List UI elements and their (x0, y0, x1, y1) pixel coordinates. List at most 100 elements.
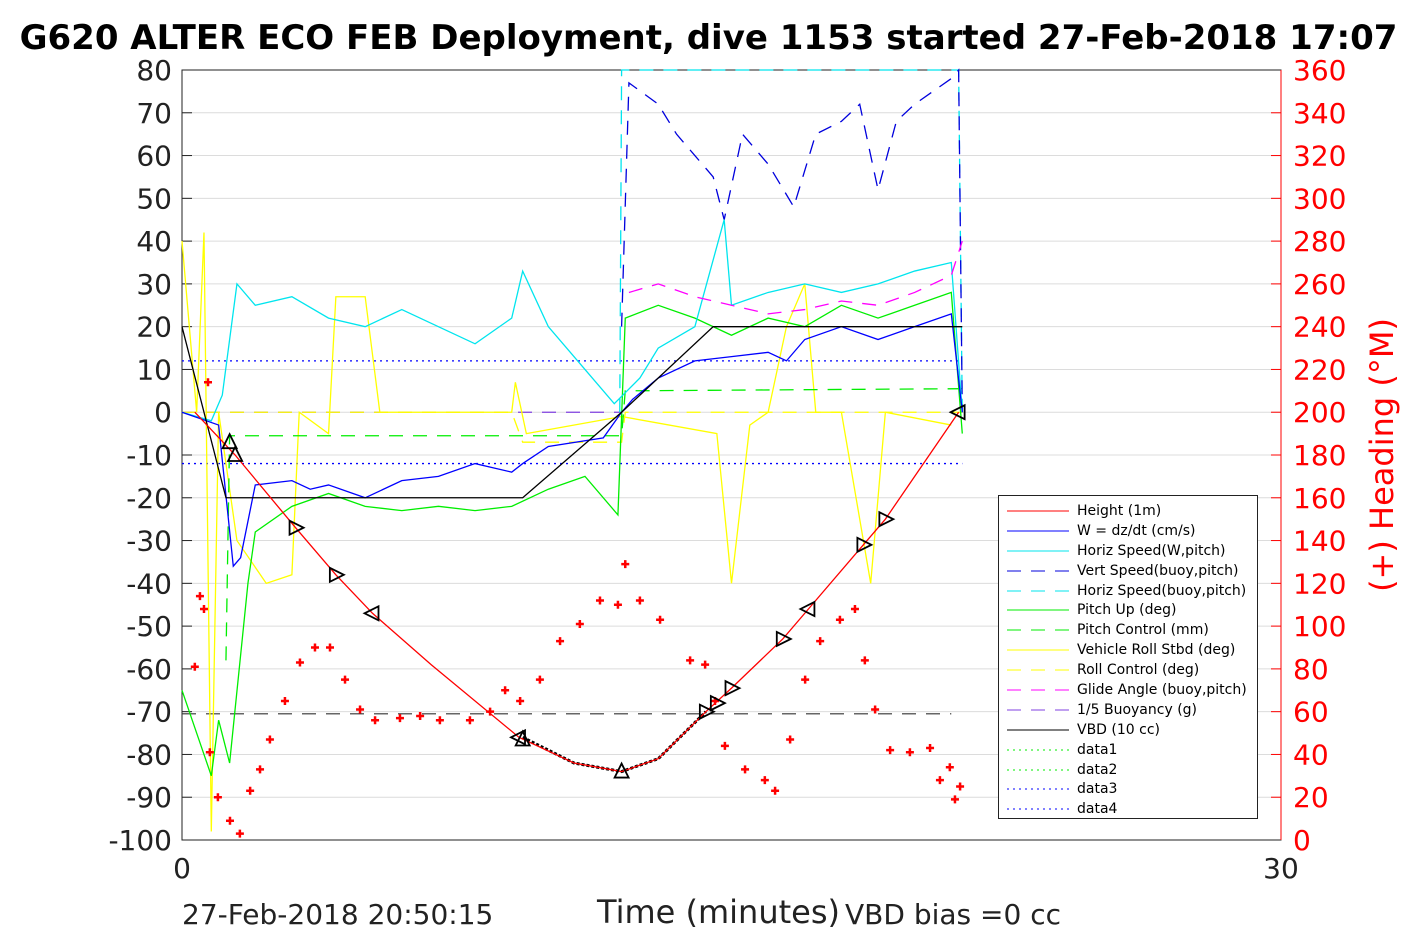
legend-item: data1 (999, 740, 1257, 760)
legend-swatch (1007, 629, 1069, 631)
legend-swatch (1007, 769, 1069, 771)
heading-point (575, 619, 584, 628)
heading-point (595, 596, 604, 605)
y-axis-right-label: (+) Heading (°M) (1363, 318, 1401, 592)
series-line-vehicle-roll-stbd-deg- (181, 232, 952, 832)
legend: Height (1m) W = dz/dt (cm/s) Horiz Speed(W… (998, 495, 1258, 819)
legend-item: 1/5 Buoyancy (g) (999, 700, 1257, 720)
heading-point (786, 735, 795, 744)
heading-point (265, 735, 274, 744)
triangle-marker (514, 729, 532, 747)
legend-item: VBD (10 cc) (999, 720, 1257, 740)
y-right-tick-label: 360 (1293, 54, 1346, 87)
legend-label: Pitch Control (mm) (1077, 622, 1209, 639)
y-tick-label: -20 (126, 482, 172, 515)
x-tick-label: 0 (173, 852, 191, 885)
heading-point (341, 675, 350, 684)
heading-point (686, 656, 695, 665)
legend-item: Height (1m) (999, 501, 1257, 521)
heading-point (501, 686, 510, 695)
legend-item: Vehicle Roll Stbd (deg) (999, 640, 1257, 660)
legend-item: Horiz Speed(W,pitch) (999, 541, 1257, 561)
series-line-height-1m- (194, 411, 960, 773)
heading-point (613, 600, 622, 609)
heading-point (801, 675, 810, 684)
y-right-tick-label: 180 (1293, 439, 1346, 472)
legend-swatch (1007, 510, 1069, 512)
series-line-glide-angle-buoy-pitch- (628, 240, 963, 315)
heading-point (199, 605, 208, 613)
legend-label: VBD (10 cc) (1077, 721, 1160, 738)
chart-title: G620 ALTER ECO FEB Deployment, dive 1153… (19, 18, 1398, 58)
y-right-tick-label: 340 (1293, 97, 1346, 130)
heading-point (416, 711, 425, 720)
y-right-tick-label: 160 (1293, 482, 1346, 515)
legend-label: data2 (1077, 761, 1118, 778)
x-axis-label: Time (minutes) (597, 893, 840, 931)
legend-item: W = dz/dt (cm/s) (999, 521, 1257, 541)
series-line-horiz-speed-w-pitch- (181, 219, 963, 422)
y-tick-label: 30 (136, 268, 172, 301)
legend-item: Roll Control (deg) (999, 660, 1257, 680)
y-tick-label: -100 (108, 824, 172, 857)
heading-point (760, 776, 769, 785)
heading-point (556, 637, 565, 646)
y-right-tick-label: 100 (1293, 610, 1346, 643)
triangle-marker (709, 694, 727, 712)
series-line-vbd-10-cc- (181, 326, 963, 499)
y-tick-label: 40 (136, 225, 172, 258)
heading-point (945, 763, 954, 772)
heading-point (886, 746, 895, 755)
heading-point (816, 637, 825, 646)
legend-swatch (1007, 689, 1069, 691)
x-tick-label: 30 (1263, 852, 1299, 885)
triangle-marker (948, 403, 966, 421)
legend-label: W = dz/dt (cm/s) (1077, 522, 1196, 539)
y-right-tick-label: 320 (1293, 140, 1346, 173)
triangle-marker (878, 510, 896, 528)
legend-label: Roll Control (deg) (1077, 662, 1200, 679)
heading-point (850, 605, 859, 613)
heading-point (225, 816, 234, 825)
legend-swatch (1007, 550, 1069, 552)
legend-label: Vert Speed(buoy,pitch) (1077, 562, 1239, 579)
legend-item: Pitch Up (deg) (999, 600, 1257, 620)
series-line-pitch-control-mm- (225, 388, 963, 661)
triangle-marker (328, 566, 346, 584)
y-right-tick-label: 140 (1293, 525, 1346, 558)
heading-point (656, 615, 665, 624)
y-tick-label: -60 (126, 653, 172, 686)
y-right-tick-label: 120 (1293, 567, 1346, 600)
legend-label: Horiz Speed(buoy,pitch) (1077, 582, 1247, 599)
y-tick-label: -70 (126, 696, 172, 729)
heading-point (310, 643, 319, 652)
triangle-marker (288, 519, 306, 537)
y-tick-label: -90 (126, 781, 172, 814)
heading-point (741, 765, 750, 774)
series-line-vert-speed-buoy-pitch- (620, 68, 963, 413)
triangle-marker (362, 604, 380, 622)
heading-point (635, 596, 644, 605)
legend-swatch (1007, 590, 1069, 591)
y-right-tick-label: 260 (1293, 268, 1346, 301)
vbd-bias-label: VBD bias =0 cc (845, 898, 1061, 931)
heading-point (325, 643, 334, 652)
legend-label: Horiz Speed(W,pitch) (1077, 542, 1226, 559)
triangle-marker (856, 536, 874, 554)
heading-point (926, 744, 935, 753)
heading-point (516, 696, 525, 705)
y-right-tick-label: 40 (1293, 738, 1329, 771)
legend-item: data2 (999, 760, 1257, 780)
legend-label: Height (1m) (1077, 502, 1162, 519)
legend-swatch (1007, 729, 1069, 731)
legend-item: Glide Angle (buoy,pitch) (999, 680, 1257, 700)
triangle-marker (613, 761, 631, 779)
legend-swatch (1007, 669, 1069, 671)
heading-point (190, 662, 199, 671)
legend-label: Vehicle Roll Stbd (deg) (1077, 642, 1236, 659)
y-tick-label: 60 (136, 140, 172, 173)
heading-point (213, 793, 222, 802)
legend-swatch (1007, 570, 1069, 572)
heading-point (621, 560, 630, 569)
